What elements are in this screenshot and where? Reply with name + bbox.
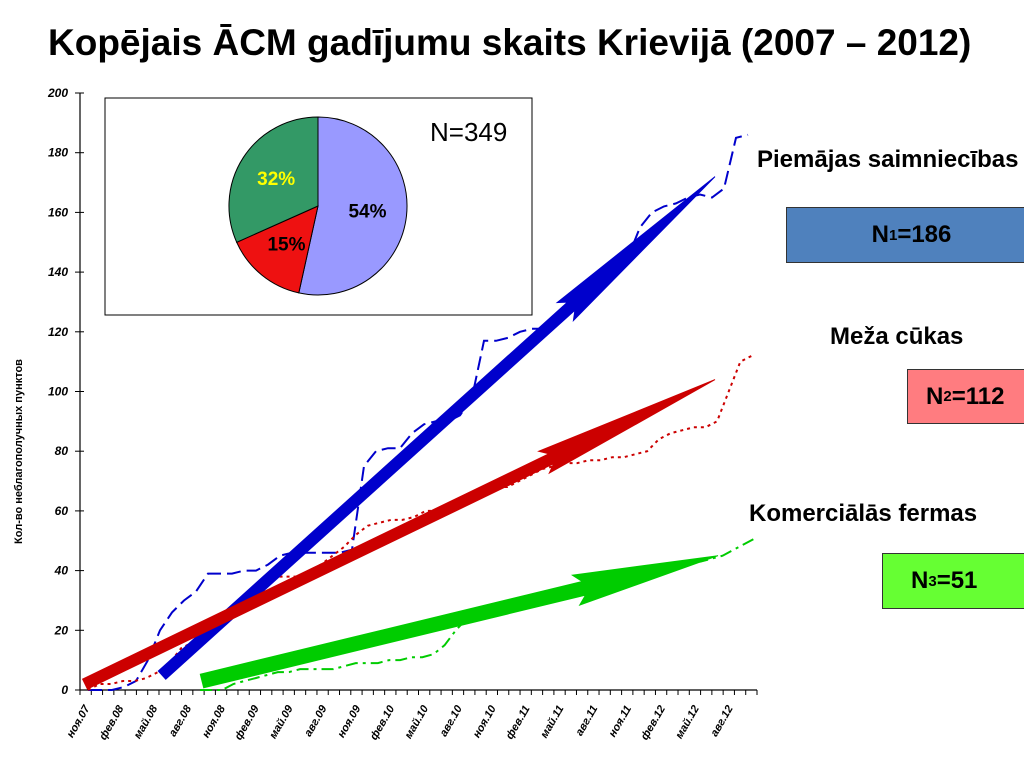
n2-prefix: N (926, 382, 944, 410)
legend-label-farms: Komerciālās fermas (749, 500, 978, 527)
x-tick-label: ноя.07 (65, 703, 93, 740)
legend-box-boars: N 2 =112 (907, 369, 1024, 424)
trend-arrow-boars (81, 379, 716, 690)
n3-value: =51 (936, 567, 978, 594)
pie-slice-label: 54% (348, 201, 386, 222)
pie-slice (236, 205, 319, 294)
y-tick-label: 60 (55, 504, 69, 518)
y-tick-label: 160 (48, 205, 68, 219)
x-tick-label: май.09 (267, 703, 296, 741)
n2-value: =112 (951, 382, 1005, 410)
n1-prefix: N (871, 221, 889, 248)
legend-label-boars: Meža cūkas (830, 323, 964, 350)
trend-arrows (81, 176, 719, 690)
x-tick-label: фев.12 (639, 704, 668, 743)
x-tick-label: ноя.11 (607, 704, 635, 740)
x-tick-label: фев.08 (97, 703, 127, 742)
legend-label-backyard: Piemājas saimniecības (757, 146, 1019, 173)
y-tick-label: 120 (48, 325, 68, 339)
x-tick-label: фев.09 (233, 703, 263, 742)
x-tick-label: авг.12 (708, 704, 735, 739)
n2-sub: 2 (943, 388, 952, 405)
pie-slice-label: 32% (257, 169, 295, 190)
series-line-backyard (88, 133, 749, 691)
y-tick-label: 20 (54, 623, 69, 637)
y-tick-label: 0 (61, 683, 68, 697)
legend-box-backyard: N 1 =186 (786, 207, 1024, 263)
x-tick-label: ноя.10 (471, 703, 499, 740)
x-tick-label: авг.09 (302, 703, 330, 739)
y-tick-label: 40 (54, 564, 69, 578)
x-tick-label: май.10 (403, 703, 432, 741)
x-tick-label: ноя.09 (335, 703, 363, 740)
y-tick-label: 80 (55, 444, 69, 458)
x-tick-label: авг.11 (573, 704, 600, 739)
pie-slice (228, 116, 319, 243)
x-tick-label: авг.10 (438, 703, 466, 739)
trend-arrow-farms (199, 555, 719, 689)
y-axis-label: Кол-во неблагополучных пунктов (13, 359, 25, 544)
x-tick-label: ноя.08 (200, 703, 228, 740)
y-tick-label: 180 (48, 146, 68, 160)
n1-value: =186 (897, 221, 952, 248)
y-tick-label: 200 (47, 86, 68, 100)
x-tick-label: май.11 (538, 704, 566, 741)
x-tick-label: фев.11 (504, 704, 533, 742)
x-tick-label: май.08 (132, 703, 161, 741)
n1-sub: 1 (888, 226, 898, 244)
legend-box-farms: N 3 =51 (882, 553, 1024, 609)
y-tick-label: 140 (48, 265, 68, 279)
pie-slice (298, 116, 408, 296)
x-tick-label: май.12 (673, 704, 702, 741)
n3-sub: 3 (928, 572, 937, 590)
n3-prefix: N (911, 567, 929, 594)
x-tick-label: фев.10 (368, 703, 398, 742)
y-tick-label: 100 (48, 385, 68, 399)
pie-total: N=349 (430, 117, 508, 147)
pie-inset: 54% 15% 32% (104, 97, 533, 316)
pie-slice-label: 15% (267, 235, 305, 256)
page-title: Kopējais ĀCM gadījumu skaits Krievijā (2… (48, 22, 972, 63)
x-tick-label: авг.08 (167, 703, 195, 739)
